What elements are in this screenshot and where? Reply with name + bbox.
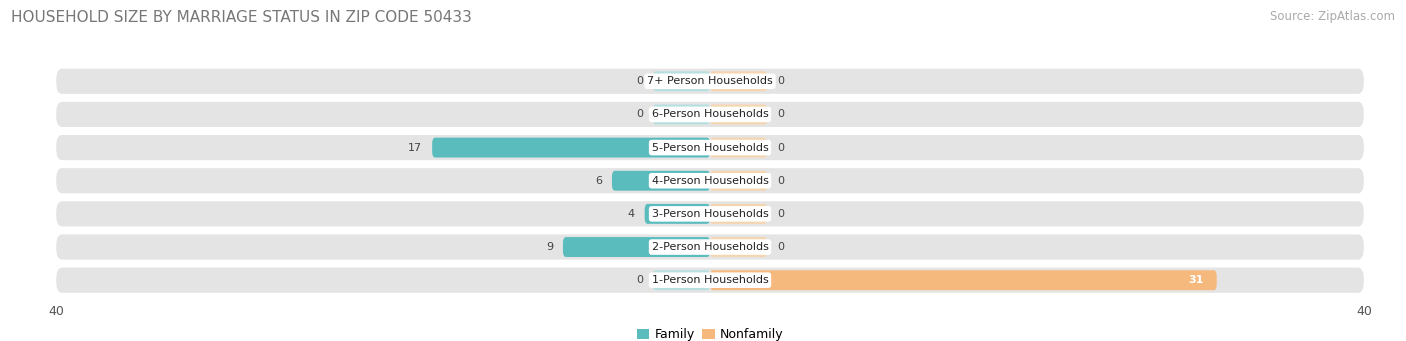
FancyBboxPatch shape	[432, 138, 710, 158]
FancyBboxPatch shape	[652, 270, 710, 290]
Text: 4: 4	[627, 209, 636, 219]
Text: 3-Person Households: 3-Person Households	[651, 209, 769, 219]
FancyBboxPatch shape	[56, 135, 1364, 160]
FancyBboxPatch shape	[612, 171, 710, 191]
Text: 31: 31	[1188, 275, 1204, 285]
FancyBboxPatch shape	[710, 138, 768, 158]
Text: 0: 0	[636, 275, 643, 285]
FancyBboxPatch shape	[652, 71, 710, 91]
FancyBboxPatch shape	[710, 270, 1216, 290]
Text: 5-Person Households: 5-Person Households	[651, 143, 769, 152]
Text: 7+ Person Households: 7+ Person Households	[647, 76, 773, 86]
FancyBboxPatch shape	[710, 237, 768, 257]
FancyBboxPatch shape	[56, 168, 1364, 193]
Text: 1-Person Households: 1-Person Households	[651, 275, 769, 285]
FancyBboxPatch shape	[56, 235, 1364, 260]
FancyBboxPatch shape	[56, 69, 1364, 94]
FancyBboxPatch shape	[710, 204, 768, 224]
Text: 0: 0	[778, 76, 785, 86]
Text: 0: 0	[778, 209, 785, 219]
FancyBboxPatch shape	[56, 102, 1364, 127]
FancyBboxPatch shape	[644, 204, 710, 224]
FancyBboxPatch shape	[562, 237, 710, 257]
Text: 17: 17	[408, 143, 422, 152]
Text: 0: 0	[778, 176, 785, 186]
Text: 6-Person Households: 6-Person Households	[651, 109, 769, 119]
FancyBboxPatch shape	[710, 171, 768, 191]
FancyBboxPatch shape	[710, 104, 768, 124]
Text: 0: 0	[778, 109, 785, 119]
FancyBboxPatch shape	[56, 268, 1364, 293]
Text: 0: 0	[636, 76, 643, 86]
Legend: Family, Nonfamily: Family, Nonfamily	[631, 323, 789, 341]
Text: 0: 0	[778, 242, 785, 252]
Text: 2-Person Households: 2-Person Households	[651, 242, 769, 252]
Text: HOUSEHOLD SIZE BY MARRIAGE STATUS IN ZIP CODE 50433: HOUSEHOLD SIZE BY MARRIAGE STATUS IN ZIP…	[11, 10, 472, 25]
Text: 4-Person Households: 4-Person Households	[651, 176, 769, 186]
Text: 9: 9	[546, 242, 553, 252]
Text: 0: 0	[778, 143, 785, 152]
FancyBboxPatch shape	[710, 71, 768, 91]
FancyBboxPatch shape	[652, 104, 710, 124]
Text: 0: 0	[636, 109, 643, 119]
Text: 6: 6	[595, 176, 602, 186]
FancyBboxPatch shape	[56, 201, 1364, 226]
Text: Source: ZipAtlas.com: Source: ZipAtlas.com	[1270, 10, 1395, 23]
